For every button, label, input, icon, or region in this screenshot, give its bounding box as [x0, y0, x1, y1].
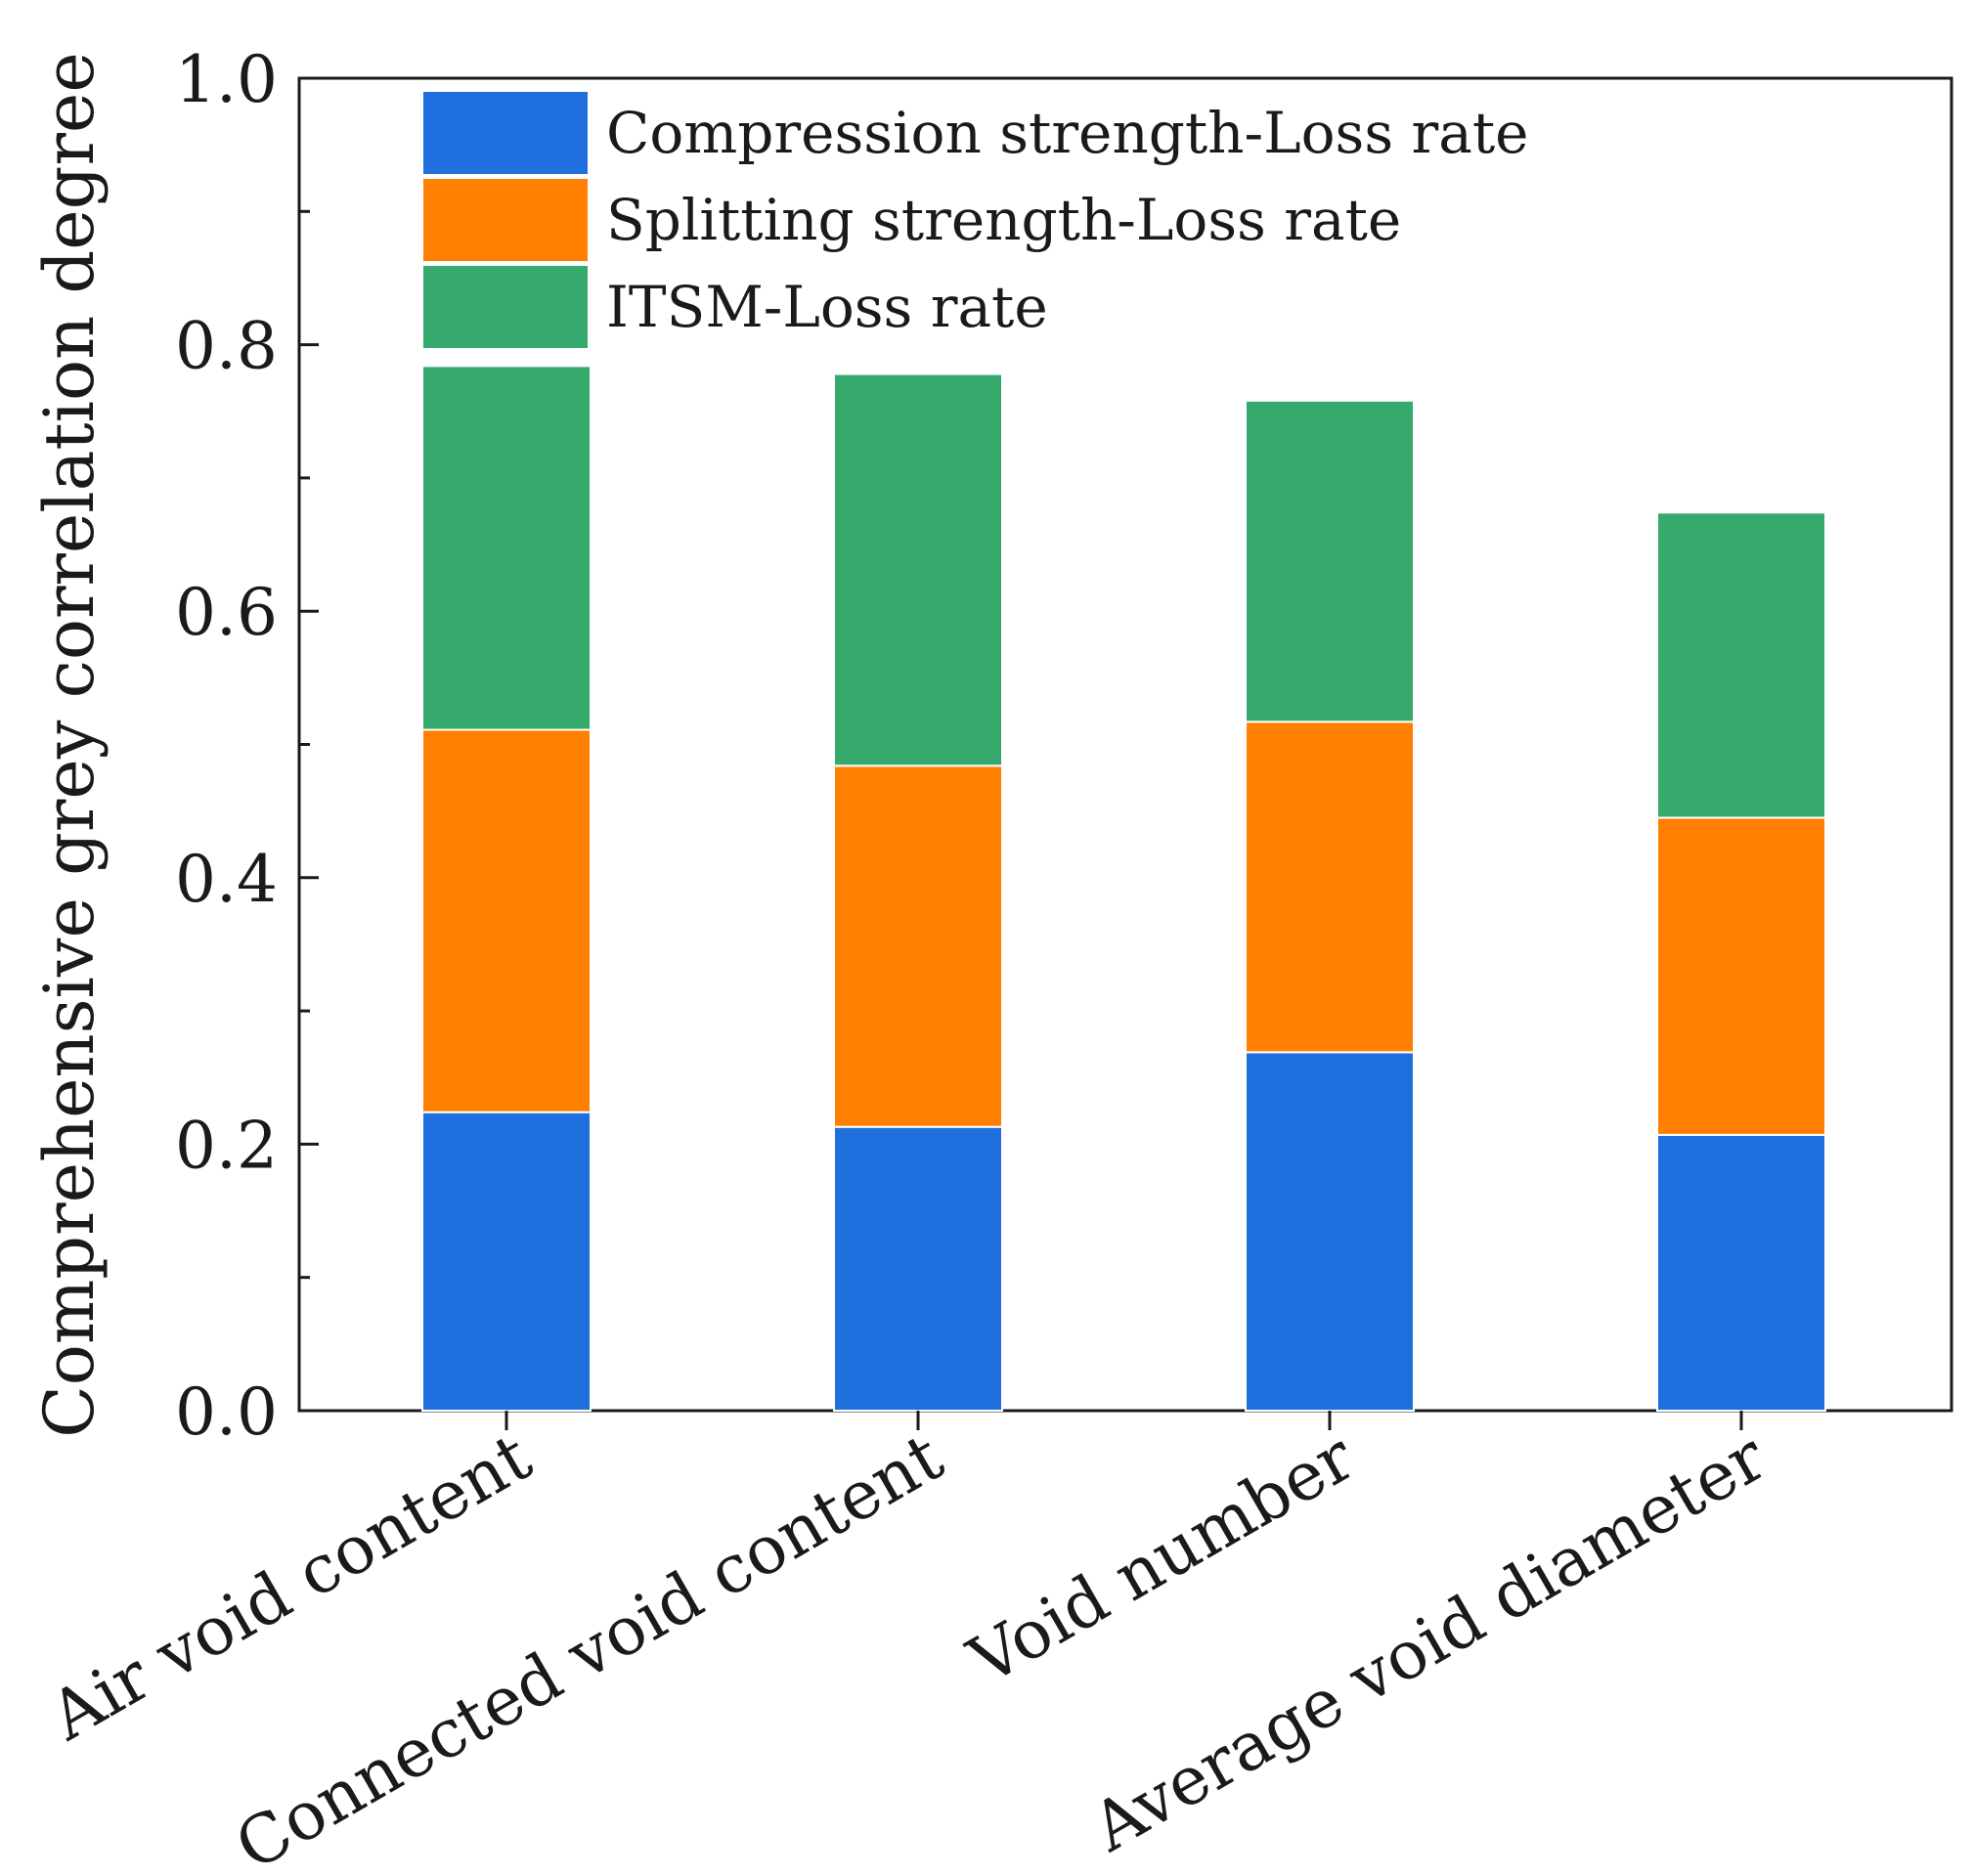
- legend-label: Compression strength-Loss rate: [606, 100, 1528, 166]
- legend-swatch: [421, 177, 590, 263]
- y-tick-label: 0.4: [175, 842, 278, 917]
- bar-segment: [1656, 816, 1826, 1136]
- y-tick-label: 1.0: [175, 42, 278, 117]
- bar-segment: [1245, 399, 1415, 723]
- bar-segment: [1245, 720, 1415, 1054]
- y-tick-label: 0.2: [175, 1108, 278, 1183]
- legend-label: ITSM-Loss rate: [606, 274, 1048, 340]
- legend-swatch: [421, 90, 590, 176]
- bars-group: [421, 365, 1826, 1413]
- bar-segment: [833, 1125, 1003, 1413]
- y-axis-label: Comprehensive grey correlation degree: [29, 52, 110, 1438]
- y-axis: 0.0 0.2 0.4 0.6 0.8 1.0: [175, 42, 319, 1450]
- x-tick-label: Average void diameter: [1078, 1418, 1779, 1867]
- y-tick-label: 0.0: [175, 1374, 278, 1450]
- y-tick-label: 0.8: [175, 309, 278, 384]
- bar-segment: [1656, 1133, 1826, 1412]
- bar-segment: [833, 372, 1003, 767]
- y-tick-label: 0.6: [175, 575, 278, 650]
- bar-segment: [421, 728, 592, 1113]
- bar-segment: [421, 1111, 592, 1412]
- bar-segment: [1245, 1051, 1415, 1413]
- x-tick-label: Connected void content: [223, 1418, 955, 1876]
- bar-segment: [421, 365, 592, 731]
- bar-segment: [1656, 511, 1826, 819]
- legend-label: Splitting strength-Loss rate: [606, 187, 1401, 253]
- x-tick-label: Void number: [956, 1418, 1368, 1701]
- bar-segment: [833, 764, 1003, 1128]
- legend: Compression strength-Loss rate Splitting …: [421, 90, 1528, 350]
- legend-swatch: [421, 264, 590, 350]
